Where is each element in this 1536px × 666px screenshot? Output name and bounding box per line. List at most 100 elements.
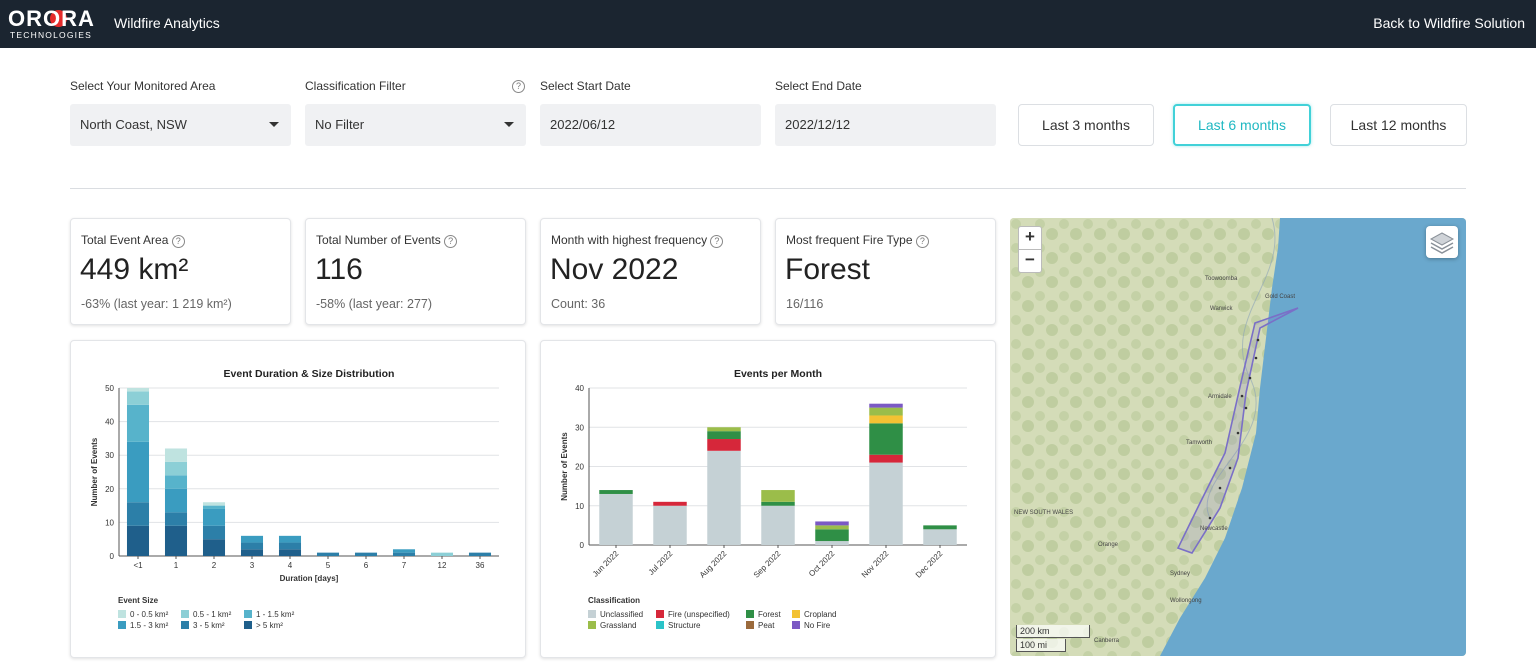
x-tick-label: 2	[212, 561, 217, 570]
legend-label: Forest	[758, 610, 781, 619]
kpi-card-total-number-of-events: Total Number of Events ? 116 -58% (last …	[305, 218, 526, 325]
map-label: Gold Coast	[1265, 294, 1295, 300]
chevron-down-icon	[504, 122, 514, 127]
help-icon[interactable]: ?	[710, 235, 724, 248]
zoom-in-button[interactable]: +	[1018, 226, 1042, 250]
legend-label: Cropland	[804, 610, 836, 619]
bar-segment	[923, 525, 957, 530]
help-icon[interactable]: ?	[171, 235, 185, 248]
x-tick-label: 6	[364, 561, 369, 570]
bar-segment	[126, 525, 150, 556]
bar-segment	[164, 461, 188, 476]
legend-label: No Fire	[804, 621, 831, 630]
legend-label: 3 - 5 km²	[193, 621, 225, 630]
help-icon[interactable]: ?	[915, 235, 929, 248]
legend-swatch	[244, 610, 252, 618]
legend-label: Fire (unspecified)	[668, 610, 730, 619]
bar-segment	[761, 505, 795, 545]
bar-segment	[599, 490, 633, 494]
bar-segment	[923, 529, 957, 545]
bar-segment	[164, 448, 188, 462]
bar-segment	[202, 508, 226, 526]
bar-segment	[126, 388, 150, 392]
events-per-month-chart: Events per Month 0 10 20 30 40 Number of Event…	[560, 368, 967, 630]
bar-segment	[815, 541, 849, 545]
start-date-input[interactable]: 2022/06/12	[540, 104, 761, 146]
last-6-months-button[interactable]: Last 6 months	[1173, 104, 1311, 146]
bar-segment	[278, 549, 302, 556]
bar-segment	[202, 502, 226, 506]
y-axis-label: Number of Events	[90, 437, 99, 506]
duration-size-chart-card: Event Duration & Size Distribution 0 10 20 3…	[70, 340, 526, 658]
bar-segment	[126, 404, 150, 442]
legend-swatch	[588, 621, 596, 629]
bar-segment	[164, 525, 188, 556]
layers-button[interactable]	[1426, 226, 1458, 258]
x-tick-label: 4	[288, 561, 293, 570]
legend-title: Classification	[588, 596, 640, 605]
zoom-out-button[interactable]: −	[1018, 249, 1042, 273]
bar-segment	[202, 539, 226, 556]
y-tick-label: 10	[105, 518, 114, 527]
legend-swatch	[244, 621, 252, 629]
area-select[interactable]: North Coast, NSW	[70, 104, 291, 146]
end-date-label: Select End Date	[775, 79, 862, 93]
bar-segment	[599, 493, 633, 545]
orora-logo[interactable]: ORORA TECHNOLOGIES	[8, 7, 98, 41]
chart-title: Event Duration & Size Distribution	[224, 368, 395, 380]
bar-segment	[202, 505, 226, 509]
bar-segment	[653, 501, 687, 506]
map-label: Orange	[1098, 542, 1119, 548]
bar-segment	[354, 552, 378, 556]
bar-segment	[815, 525, 849, 530]
bar-segment	[392, 552, 416, 556]
map-label: Sydney	[1170, 571, 1190, 577]
bar-segment	[815, 521, 849, 526]
kpi-subtext: -63% (last year: 1 219 km²)	[81, 297, 232, 311]
last-12-months-button[interactable]: Last 12 months	[1330, 104, 1467, 146]
y-tick-label: 40	[105, 418, 114, 427]
bar-segment	[392, 549, 416, 553]
bar-segment	[126, 391, 150, 405]
logo-subtext: TECHNOLOGIES	[10, 30, 92, 40]
x-tick-label: Dec 2022	[914, 549, 945, 580]
help-icon[interactable]: ?	[444, 235, 458, 248]
legend-swatch	[181, 621, 189, 629]
x-tick-label: 36	[476, 561, 485, 570]
area-label: Select Your Monitored Area	[70, 79, 216, 93]
kpi-label: Most frequent Fire Type	[786, 233, 913, 247]
chart-title: Events per Month	[734, 368, 822, 380]
end-date-input[interactable]: 2022/12/12	[775, 104, 996, 146]
bar-segment	[815, 529, 849, 542]
classification-select[interactable]: No Filter	[305, 104, 526, 146]
map-label: Armidale	[1208, 394, 1232, 400]
bar-segment	[164, 488, 188, 513]
bar-segment	[430, 552, 454, 556]
section-divider	[70, 188, 1466, 189]
x-tick-label: Sep 2022	[752, 549, 783, 580]
kpi-subtext: 16/116	[786, 297, 824, 311]
map-labels: Toowoomba Gold Coast Warwick Armidale Ta…	[1014, 276, 1295, 644]
y-tick-label: 10	[575, 502, 584, 511]
back-to-wildfire-solution-link[interactable]: Back to Wildfire Solution	[1373, 15, 1525, 31]
duration-size-chart: Event Duration & Size Distribution 0 10 20 3…	[90, 368, 499, 630]
kpi-value: 116	[315, 253, 363, 286]
monitored-area-polygon[interactable]	[1176, 307, 1299, 554]
last-3-months-button[interactable]: Last 3 months	[1018, 104, 1154, 146]
logo-text: ORORA	[8, 6, 95, 31]
map-label: Canberra	[1094, 638, 1120, 644]
bar-segment	[869, 403, 903, 408]
legend-swatch	[792, 610, 800, 618]
classification-select-value: No Filter	[315, 117, 365, 132]
classification-help-icon[interactable]: ?	[512, 80, 525, 93]
bar-segment	[468, 552, 492, 556]
map-view[interactable]: Toowoomba Gold Coast Warwick Armidale Ta…	[1010, 218, 1466, 656]
y-tick-label: 0	[110, 552, 115, 561]
y-tick-label: 30	[105, 451, 114, 460]
bar-segment	[240, 542, 264, 550]
kpi-value: 449 km²	[80, 253, 189, 286]
bar-segment	[761, 490, 795, 502]
map-canvas: Toowoomba Gold Coast Warwick Armidale Ta…	[1010, 218, 1466, 656]
y-axis-label: Number of Events	[560, 432, 569, 501]
legend-label: Unclassified	[600, 610, 643, 619]
